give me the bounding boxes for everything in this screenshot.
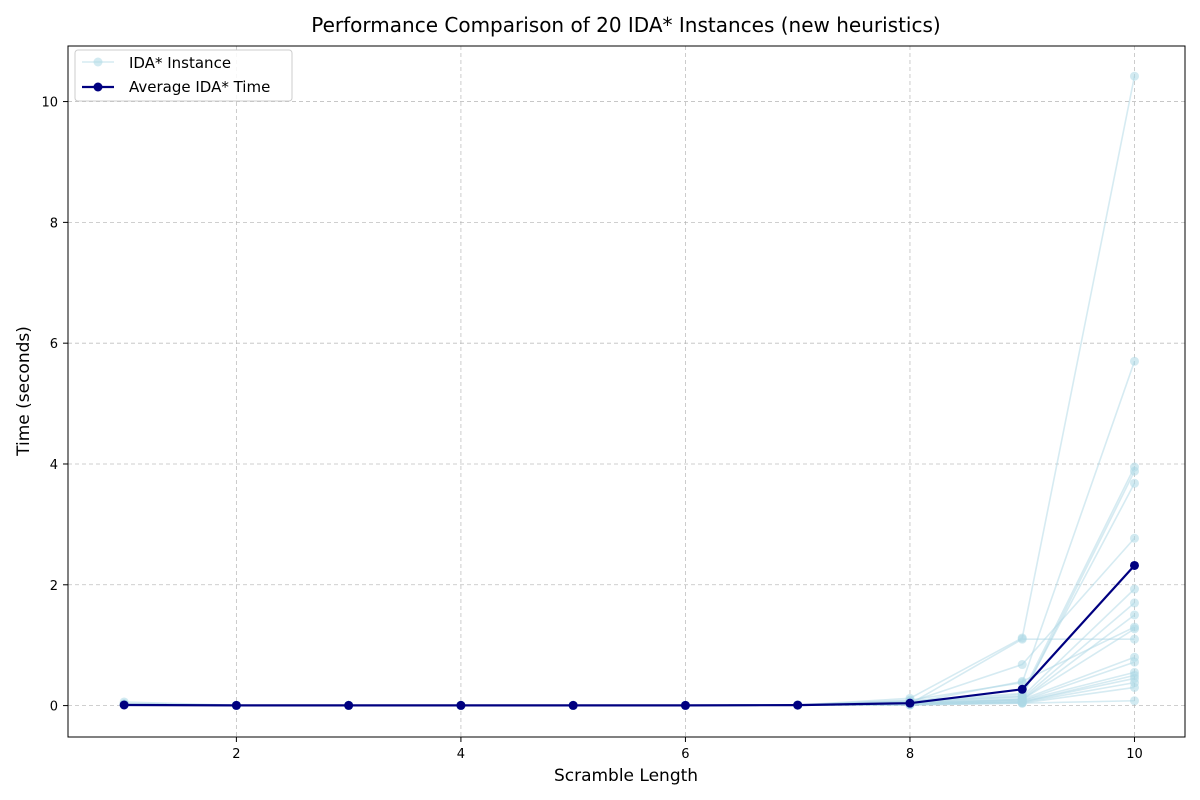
instance-point bbox=[1129, 682, 1139, 692]
x-tick-label: 2 bbox=[232, 747, 240, 762]
legend-box bbox=[74, 49, 293, 102]
instance-point bbox=[1129, 71, 1139, 81]
legend-instance-marker bbox=[93, 57, 103, 67]
instance-point bbox=[1129, 598, 1139, 608]
y-tick-label: 6 bbox=[50, 337, 58, 352]
x-tick-label: 10 bbox=[1126, 747, 1143, 762]
x-tick-label: 4 bbox=[457, 747, 465, 762]
average-point bbox=[344, 700, 354, 710]
instance-point bbox=[1129, 657, 1139, 667]
instance-point bbox=[1017, 676, 1027, 686]
instance-point bbox=[1017, 660, 1027, 670]
y-tick-label: 4 bbox=[50, 458, 58, 473]
instance-point bbox=[1129, 624, 1139, 634]
average-series bbox=[119, 560, 1139, 710]
average-point bbox=[231, 700, 241, 710]
y-tick-label: 10 bbox=[41, 96, 58, 111]
instance-point bbox=[1129, 610, 1139, 620]
y-tick-label: 2 bbox=[50, 579, 58, 594]
average-point bbox=[1017, 684, 1027, 694]
legend: IDA* Instance Average IDA* Time bbox=[74, 49, 293, 102]
grid-lines bbox=[68, 46, 1185, 737]
axis-ticks: 2 4 6 8 10 0 2 4 6 8 10 bbox=[41, 96, 1142, 762]
average-point bbox=[456, 700, 466, 710]
plot-frame bbox=[67, 45, 1186, 738]
legend-average-marker bbox=[93, 82, 103, 92]
instance-point bbox=[1129, 634, 1139, 644]
average-point bbox=[680, 700, 690, 710]
instance-point bbox=[1129, 478, 1139, 488]
average-point bbox=[119, 700, 129, 710]
instance-point bbox=[1129, 533, 1139, 543]
legend-instance-label: IDA* Instance bbox=[129, 54, 231, 72]
instance-point bbox=[1129, 356, 1139, 366]
average-point bbox=[905, 698, 915, 708]
average-point bbox=[793, 700, 803, 710]
x-axis-label: Scramble Length bbox=[554, 766, 698, 786]
series-lines bbox=[119, 71, 1139, 710]
average-point bbox=[568, 700, 578, 710]
average-point bbox=[1129, 560, 1139, 570]
instance-point bbox=[1129, 696, 1139, 706]
instance-point bbox=[1017, 698, 1027, 708]
y-tick-label: 8 bbox=[50, 216, 58, 231]
x-tick-label: 8 bbox=[906, 747, 914, 762]
chart-title: Performance Comparison of 20 IDA* Instan… bbox=[311, 13, 940, 37]
y-axis-label: Time (seconds) bbox=[14, 326, 34, 457]
average-line bbox=[124, 564, 1136, 707]
y-tick-label: 0 bbox=[50, 700, 58, 715]
instance-point bbox=[1129, 584, 1139, 594]
instance-point bbox=[1129, 466, 1139, 476]
x-tick-label: 6 bbox=[681, 747, 689, 762]
instance-point bbox=[1017, 634, 1027, 644]
legend-average-label: Average IDA* Time bbox=[129, 78, 270, 96]
